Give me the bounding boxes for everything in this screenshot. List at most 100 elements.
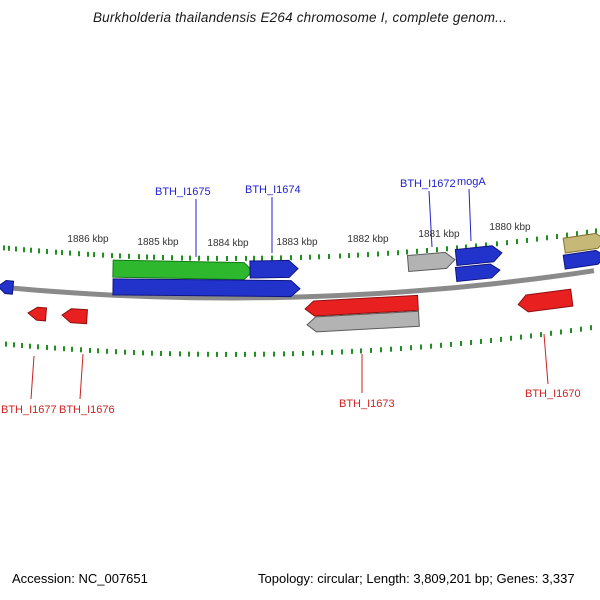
feature-tick [271,255,273,261]
feature-tick [124,349,126,355]
feature-tick [530,333,532,339]
gene-arrow-BTH_I1673[interactable] [304,294,419,317]
feature-tick [245,255,247,261]
ruler-label: 1885 kbp [137,237,179,248]
feature-tick [348,253,350,259]
gene-arrow-BTH_I1675-cds[interactable] [112,278,301,298]
feature-tick [312,350,314,356]
feature-tick [54,345,56,351]
feature-tick [510,335,512,341]
feature-tick [410,345,412,351]
feature-tick [162,255,164,260]
feature-tick [102,252,104,258]
gene-label-line [30,355,35,400]
feature-tick [460,341,462,346]
feature-tick [133,350,135,355]
feature-tick [526,237,528,243]
gene-label-BTH_I1670[interactable]: BTH_I1670 [525,388,581,400]
gene-arrow-BTH_I1675[interactable] [112,259,254,281]
gene-label-BTH_I1673[interactable]: BTH_I1673 [339,398,395,410]
feature-tick [586,229,588,235]
feature-tick [387,250,389,256]
feature-tick [115,349,117,355]
feature-tick [226,256,228,261]
feature-tick [3,245,5,251]
feature-tick [570,328,572,334]
feature-tick [341,349,343,355]
feature-tick [576,231,578,237]
gene-label-BTH_I1677[interactable]: BTH_I1677 [1,404,57,416]
feature-tick [321,350,323,356]
feature-tick [456,245,458,251]
gene-arrow-gene-right-cds[interactable] [562,249,600,270]
feature-tick [550,330,552,336]
feature-tick [540,332,542,338]
gene-label-BTH_I1674[interactable]: BTH_I1674 [245,184,301,196]
feature-tick [87,251,89,257]
feature-tick [235,255,237,261]
feature-tick [207,351,209,357]
gene-arrow-BTH_I1673-cds[interactable] [306,310,420,333]
feature-tick [351,348,353,354]
gene-label-mogA[interactable]: mogA [457,176,486,188]
gene-label-line [543,333,549,385]
feature-tick [318,254,320,260]
feature-tick [69,250,71,256]
feature-tick [300,254,302,260]
feature-tick [244,351,246,357]
feature-tick [188,351,190,357]
gene-arrow-BTH_I1677[interactable] [27,306,48,322]
gene-arrow-gene-left-frag[interactable] [0,280,15,295]
feature-tick [436,247,438,253]
feature-tick [151,350,153,356]
feature-tick [15,246,17,252]
gene-arrow-BTH_I1674[interactable] [249,259,299,279]
feature-tick [590,325,592,331]
feature-tick [520,334,522,340]
feature-tick [420,344,422,350]
topology-label: Topology: circular; Length: 3,809,201 bp… [258,571,575,586]
gene-arrow-BTH_I1676[interactable] [61,308,88,325]
feature-tick [111,253,113,259]
feature-tick [216,351,218,357]
feature-tick [171,255,173,261]
ruler-label: 1880 kbp [489,222,531,233]
feature-tick [280,255,282,261]
feature-tick [128,253,130,259]
feature-tick [189,255,191,261]
feature-tick [273,351,275,357]
feature-tick [370,347,372,353]
feature-tick [516,239,518,245]
gene-arrow-gene-right-top[interactable] [562,232,600,254]
feature-tick [496,241,498,247]
feature-tick [89,347,91,353]
chromosome-backbone [0,268,595,301]
feature-tick [55,249,57,255]
genome-track-canvas[interactable]: 1886 kbp 1885 kbp 1884 kbp 1883 kbp 1882 kbp… [0,0,600,560]
gene-arrow-BTH_I1672[interactable] [406,251,456,273]
gene-arrow-BTH_I1670[interactable] [517,288,574,313]
feature-tick [97,348,99,354]
feature-tick [397,250,399,256]
ruler-label: 1881 kbp [418,229,460,240]
feature-tick [30,247,32,253]
feature-tick [106,348,108,354]
gene-arrow-mogA[interactable] [454,245,503,267]
feature-tick [470,340,472,345]
feature-tick [380,347,382,353]
feature-tick [331,349,333,355]
gene-label-BTH_I1672[interactable]: BTH_I1672 [400,178,456,190]
feature-tick [560,329,562,335]
gene-label-BTH_I1675[interactable]: BTH_I1675 [155,186,211,198]
feature-tick [357,252,359,258]
feature-tick [580,326,582,332]
gene-label-line [79,353,84,400]
feature-tick [37,344,39,350]
gene-arrow-mogA-cds[interactable] [454,263,501,283]
gene-label-BTH_I1676[interactable]: BTH_I1676 [59,404,115,416]
feature-tick [5,341,7,347]
feature-tick [23,247,25,253]
gene-label-line [428,190,433,248]
sequence-title: Burkholderia thailandensis E264 chromoso… [92,10,508,25]
